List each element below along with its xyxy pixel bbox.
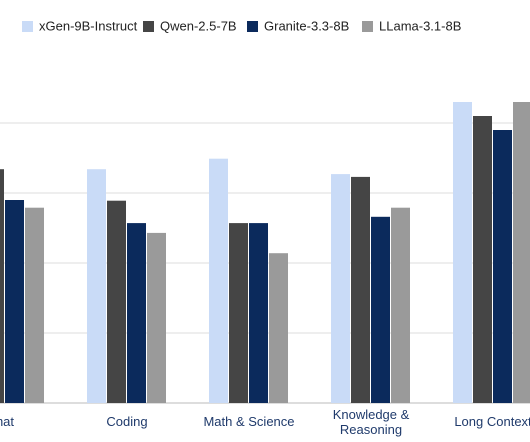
bar (453, 102, 472, 403)
bar (229, 223, 248, 403)
bar (87, 169, 106, 403)
bar (147, 232, 166, 403)
bar (391, 207, 410, 403)
legend-label: Qwen-2.5-7B (160, 18, 237, 33)
bar (5, 200, 24, 403)
x-tick-label: Knowledge & Reasoning (332, 407, 410, 437)
bar (107, 200, 126, 403)
bar (493, 130, 512, 403)
bar (127, 223, 146, 403)
legend-label: LLama-3.1-8B (379, 18, 461, 33)
bar (331, 174, 350, 403)
x-tick-label: Coding (106, 414, 148, 429)
bar (473, 116, 492, 403)
legend-swatch (247, 21, 258, 32)
legend-label: xGen-9B-Instruct (39, 18, 138, 33)
bar (249, 223, 268, 403)
legend-swatch (22, 21, 33, 32)
bar (371, 216, 390, 403)
bar (513, 102, 530, 403)
bar (269, 253, 288, 403)
legend-swatch (143, 21, 154, 32)
legend-label: Granite-3.3-8B (264, 18, 349, 33)
bar (25, 207, 44, 403)
x-tick-label: Math & Science (203, 414, 295, 429)
x-tick-label: hat (0, 414, 15, 429)
bar (351, 176, 370, 403)
legend-swatch (362, 21, 373, 32)
bar (0, 169, 4, 403)
bar (209, 158, 228, 403)
x-tick-label: Long Context (454, 414, 530, 429)
